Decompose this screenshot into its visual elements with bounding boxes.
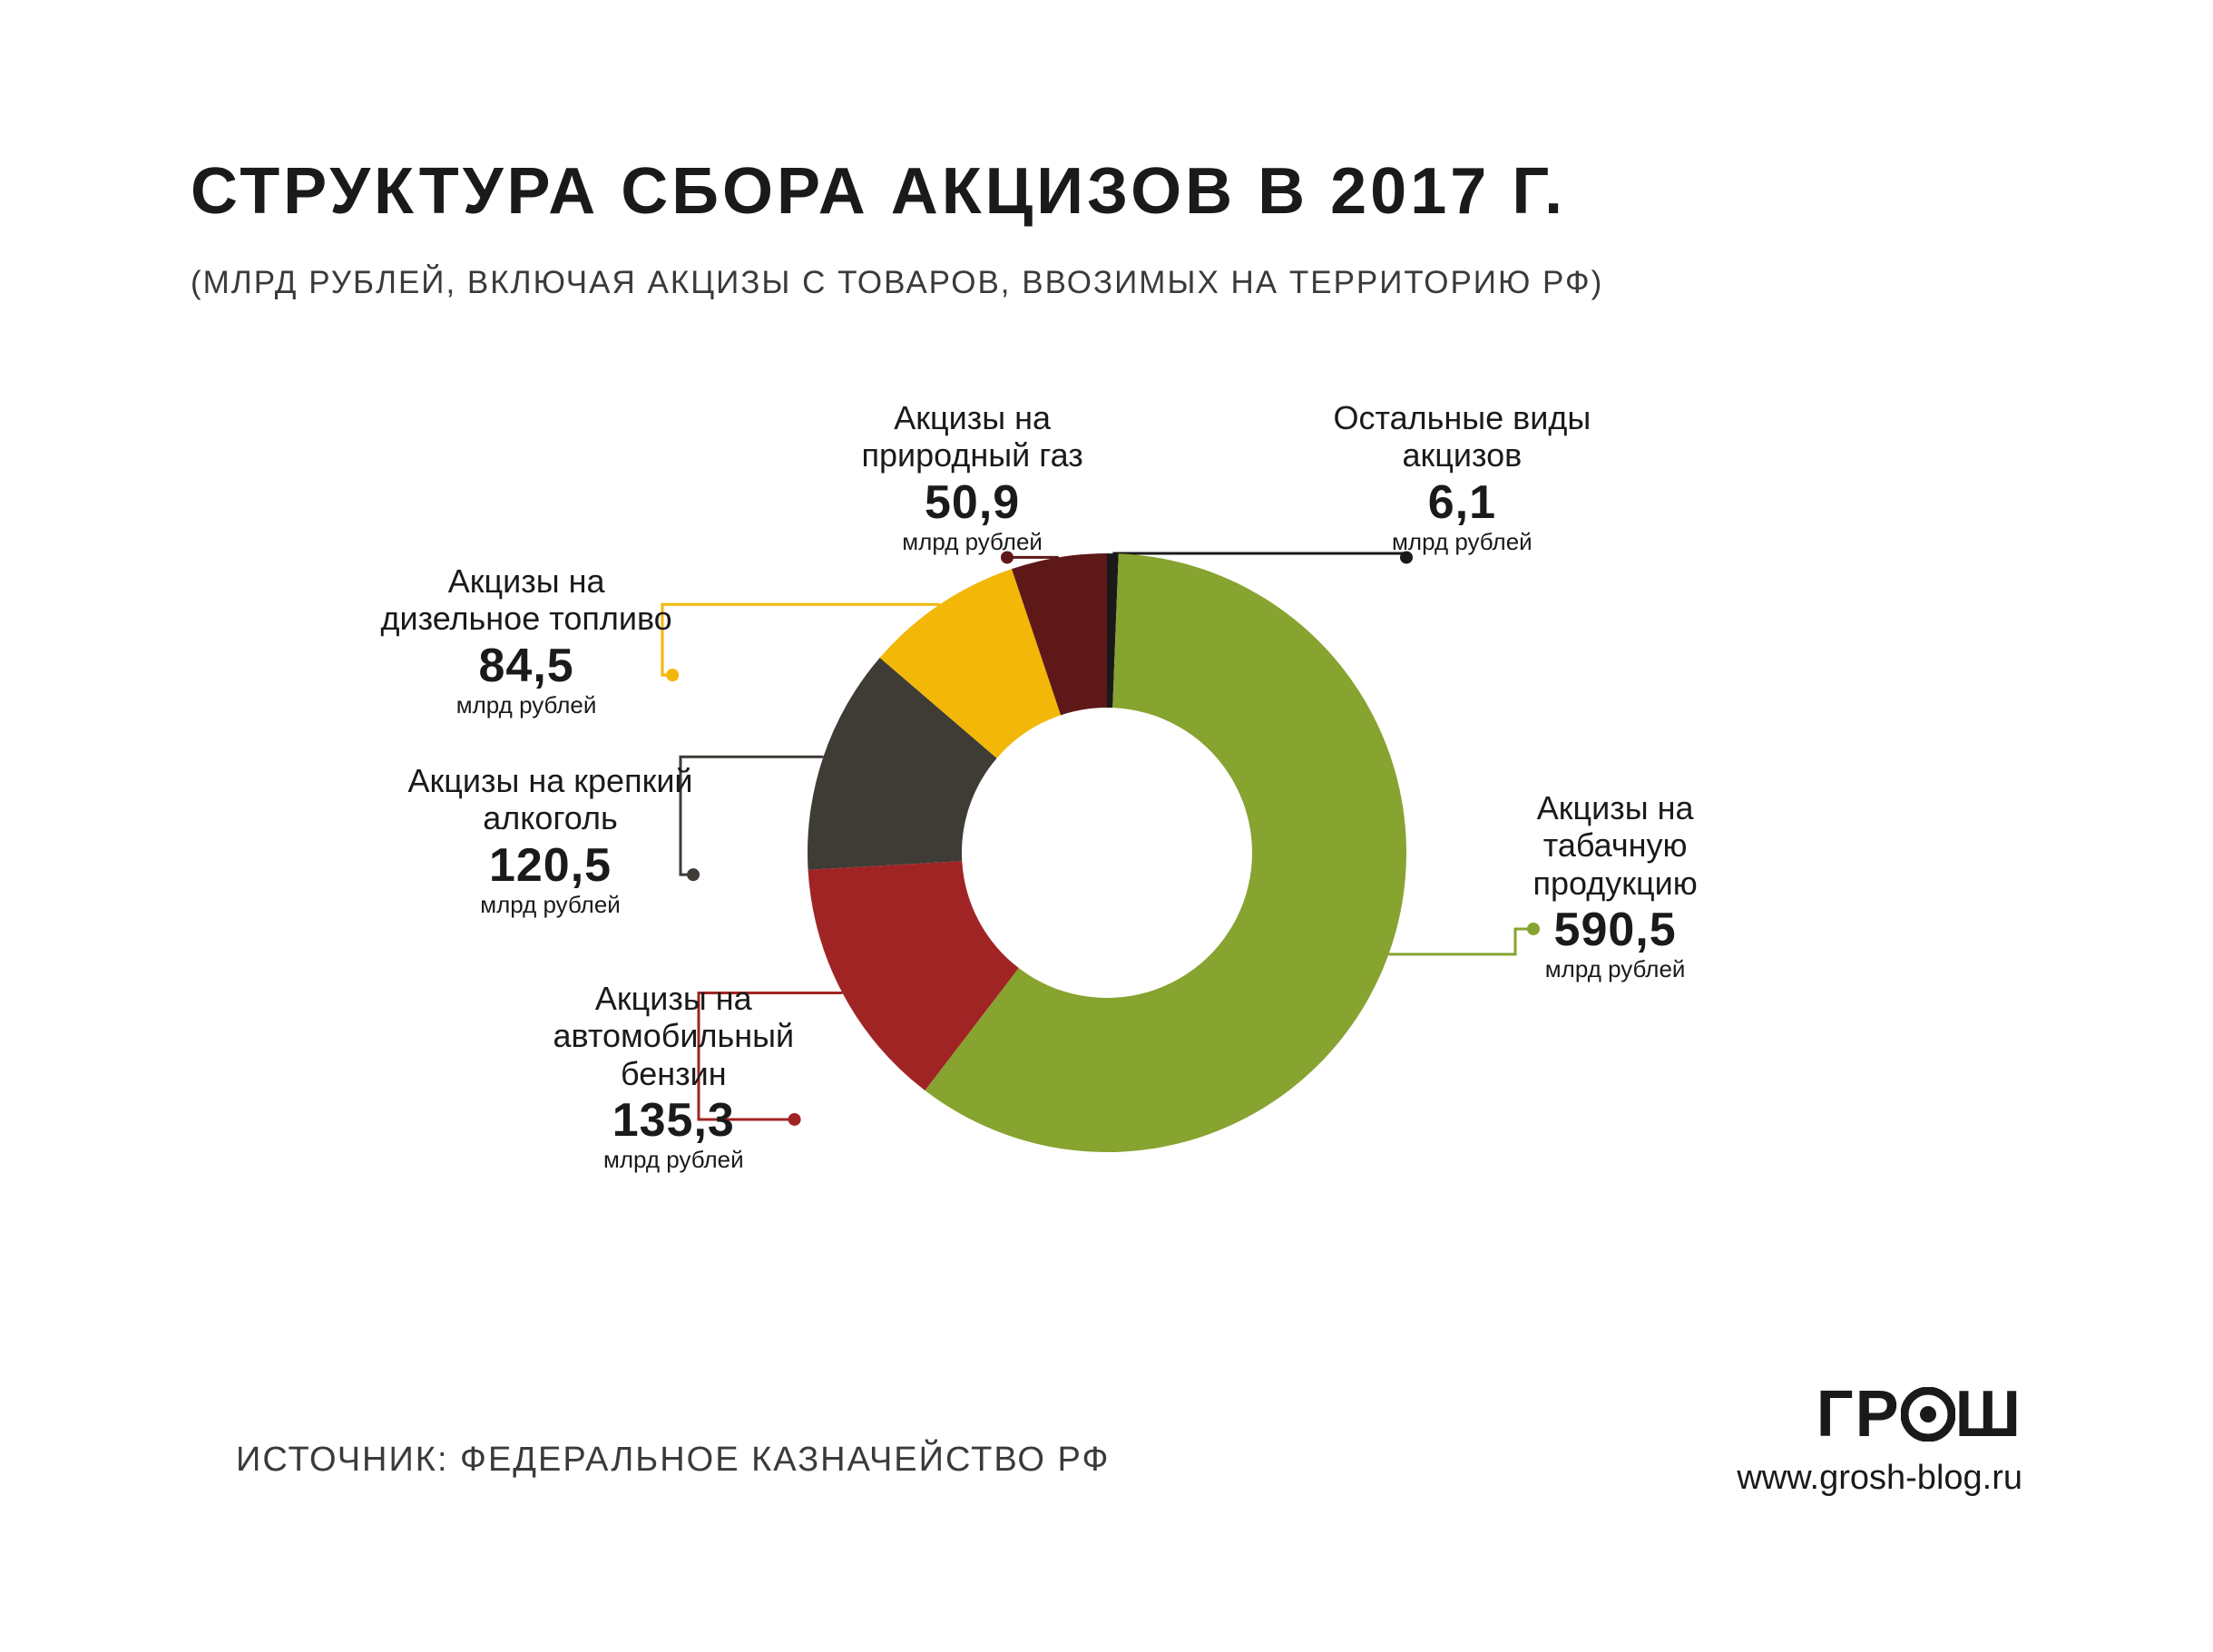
- callout-unit: млрд рублей: [553, 1147, 795, 1174]
- callout-unit: млрд рублей: [408, 892, 693, 919]
- chart-callout: Акцизы натабачнуюпродукцию590,5млрд рубл…: [1533, 789, 1698, 983]
- callout-unit: млрд рублей: [1533, 956, 1698, 983]
- leader-line: [681, 757, 823, 875]
- brand-letter: Р: [1856, 1378, 1901, 1451]
- chart-callout: Акцизы надизельное топливо84,5млрд рубле…: [381, 562, 672, 718]
- callout-unit: млрд рублей: [862, 529, 1083, 556]
- callout-value: 135,3: [553, 1094, 795, 1149]
- callout-unit: млрд рублей: [1334, 529, 1591, 556]
- chart-callout: Остальные видыакцизов6,1млрд рублей: [1334, 399, 1591, 555]
- callout-unit: млрд рублей: [381, 692, 672, 719]
- callout-value: 84,5: [381, 640, 672, 694]
- callout-value: 120,5: [408, 839, 693, 894]
- brand-block: ГРШ www.grosh-blog.ru: [1737, 1377, 2022, 1498]
- page-title: СТРУКТУРА СБОРА АКЦИЗОВ В 2017 Г.: [191, 154, 2022, 229]
- callout-label: Остальные видыакцизов: [1334, 399, 1591, 474]
- source-caption: ИСТОЧНИК: ФЕДЕРАЛЬНОЕ КАЗНАЧЕЙСТВО РФ: [236, 1441, 1110, 1480]
- page-subtitle: (МЛРД РУБЛЕЙ, ВКЛЮЧАЯ АКЦИЗЫ С ТОВАРОВ, …: [191, 265, 2022, 301]
- brand-url: www.grosh-blog.ru: [1737, 1459, 2022, 1498]
- callout-value: 50,9: [862, 476, 1083, 531]
- chart-callout: Акцизы на крепкийалкоголь120,5млрд рубле…: [408, 762, 693, 918]
- callout-value: 590,5: [1533, 904, 1698, 958]
- brand-logo: ГРШ: [1737, 1377, 2022, 1457]
- callout-label: Акцизы наприродный газ: [862, 399, 1083, 474]
- callout-label: Акцизы надизельное топливо: [381, 562, 672, 638]
- callout-label: Акцизы натабачнуюпродукцию: [1533, 789, 1698, 902]
- donut-chart: Остальные видыакцизов6,1млрд рублейАкциз…: [381, 399, 1833, 1306]
- brand-letter: Г: [1816, 1378, 1856, 1451]
- page: СТРУКТУРА СБОРА АКЦИЗОВ В 2017 Г. (МЛРД …: [0, 0, 2213, 1652]
- brand-letter: Ш: [1955, 1378, 2022, 1451]
- callout-value: 6,1: [1334, 476, 1591, 531]
- callout-label: Акцизы на крепкийалкоголь: [408, 762, 693, 837]
- chart-callout: Акцизы наавтомобильныйбензин135,3млрд ру…: [553, 980, 795, 1174]
- donut-svg: [803, 549, 1411, 1157]
- brand-target-icon: [1901, 1383, 1955, 1457]
- callout-label: Акцизы наавтомобильныйбензин: [553, 980, 795, 1092]
- chart-callout: Акцизы наприродный газ50,9млрд рублей: [862, 399, 1083, 555]
